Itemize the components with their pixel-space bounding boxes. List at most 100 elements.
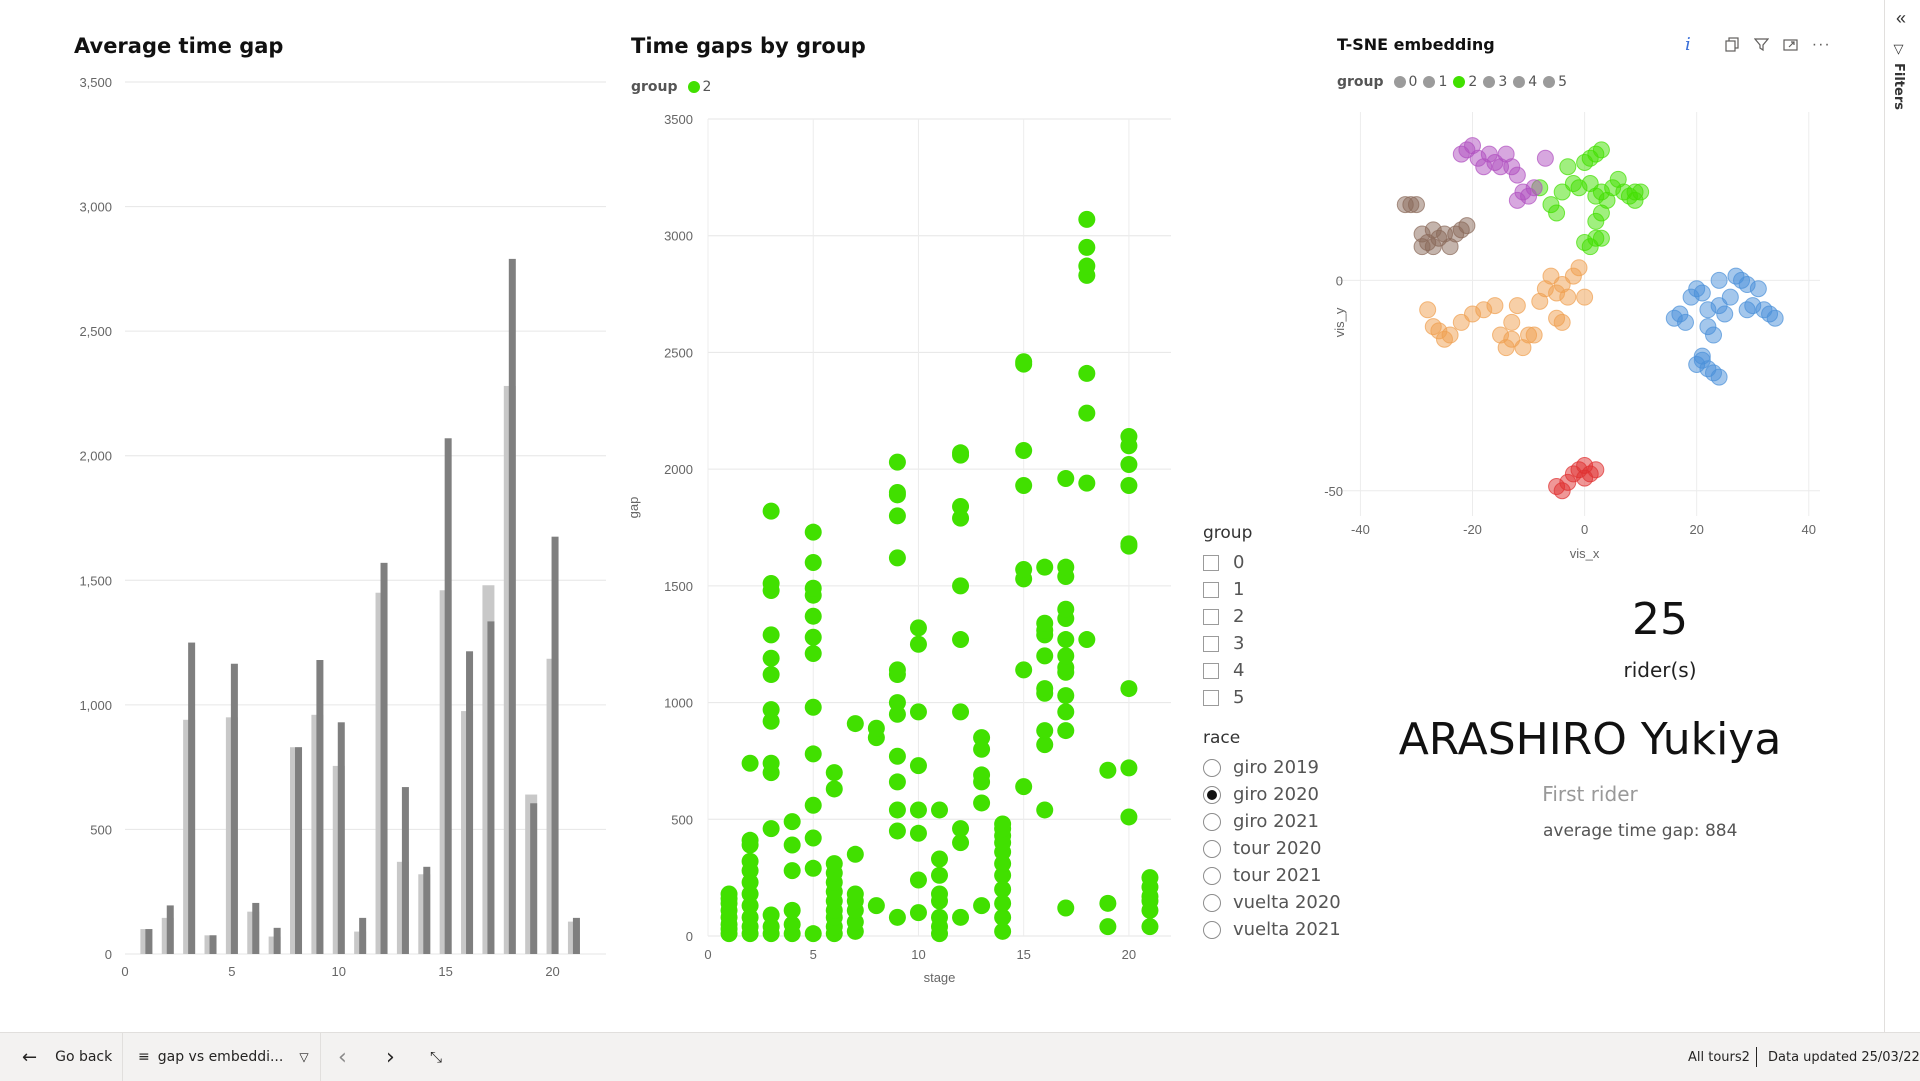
radio-button[interactable] xyxy=(1203,758,1221,777)
data-point xyxy=(783,836,801,854)
group-option-label: 5 xyxy=(1233,687,1245,708)
group-option[interactable]: 3 xyxy=(1203,630,1252,657)
funnel-icon: ▽ xyxy=(1891,42,1906,57)
x-tick-label: 0 xyxy=(121,964,128,979)
group-option[interactable]: 5 xyxy=(1203,684,1252,711)
legend-item-label: 0 xyxy=(1408,74,1418,90)
y-tick-label: 3000 xyxy=(664,229,693,244)
collapse-icon[interactable]: ⤡ xyxy=(430,1048,443,1066)
race-option-label: giro 2019 xyxy=(1233,757,1319,778)
bar-dark xyxy=(466,651,474,954)
filters-pane[interactable]: « ▽ Filters xyxy=(1884,0,1920,1032)
x-tick-label: 0 xyxy=(1581,522,1588,537)
data-point xyxy=(1120,427,1138,445)
scatter-legend-title: group xyxy=(631,79,678,95)
group-option[interactable]: 0 xyxy=(1203,549,1252,576)
first-rider-card: ARASHIRO Yukiya First rider xyxy=(1390,715,1790,806)
data-point-group-1 xyxy=(1503,330,1521,348)
y-tick-label: 0 xyxy=(686,929,693,944)
data-point xyxy=(804,628,822,646)
copy-icon[interactable] xyxy=(1725,37,1740,52)
data-point xyxy=(931,850,948,868)
radio-button[interactable] xyxy=(1203,866,1221,885)
race-option[interactable]: giro 2020 xyxy=(1203,781,1341,808)
collapse-chevron-icon[interactable]: « xyxy=(1896,8,1907,28)
focus-mode-icon[interactable] xyxy=(1783,37,1798,52)
scatter-legend[interactable]: group 2 xyxy=(631,79,711,95)
data-point xyxy=(909,757,927,775)
radio-button[interactable] xyxy=(1203,893,1221,912)
data-point xyxy=(888,661,906,679)
legend-dot-icon xyxy=(1513,76,1526,88)
y-tick-label: 1000 xyxy=(664,696,693,711)
data-point-group-0 xyxy=(1716,305,1734,323)
data-point xyxy=(1099,894,1117,912)
data-point xyxy=(888,507,906,525)
race-option[interactable]: tour 2020 xyxy=(1203,835,1341,862)
go-back-button[interactable]: ← Go back xyxy=(22,1033,112,1081)
race-option-label: tour 2021 xyxy=(1233,865,1322,886)
group-option[interactable]: 1 xyxy=(1203,576,1252,603)
filter-icon[interactable] xyxy=(1753,37,1769,52)
tsne-legend[interactable]: group 0 1 2 3 4 5 xyxy=(1337,74,1573,90)
checkbox[interactable] xyxy=(1203,662,1219,679)
y-tick-label: 2,500 xyxy=(79,324,112,339)
x-tick-label: -20 xyxy=(1463,522,1482,537)
tsne-embedding-chart[interactable]: -40 -20 0 20 40 -50 0 vis_x vis_y xyxy=(1320,96,1840,576)
data-point xyxy=(1015,561,1033,579)
time-gaps-scatter-chart[interactable]: 0 500 1000 1500 2000 2500 3000 3500 0 5 10 15 20 stag… xyxy=(620,100,1180,1000)
y-tick-label: 2,000 xyxy=(79,449,112,464)
more-options-icon[interactable]: ··· xyxy=(1811,35,1831,53)
average-time-gap-chart[interactable]: 0 500 1,000 1,500 2,000 2,500 3,000 3,500 0 5 10 15… xyxy=(60,70,620,990)
data-point xyxy=(741,754,759,772)
radio-button[interactable] xyxy=(1203,920,1221,939)
scatter-legend-item: 2 xyxy=(702,79,712,95)
page-selector[interactable]: ≡ gap vs embeddi... ▽ xyxy=(138,1033,309,1081)
radio-button[interactable] xyxy=(1203,839,1221,858)
x-tick-label: 10 xyxy=(911,947,925,962)
radio-button-selected[interactable] xyxy=(1203,785,1221,804)
data-point-group-0 xyxy=(1693,347,1711,365)
data-point xyxy=(846,845,864,863)
data-point xyxy=(783,813,801,831)
data-point-group-5 xyxy=(1458,217,1476,235)
checkbox[interactable] xyxy=(1203,608,1219,625)
x-tick-label: 10 xyxy=(332,964,346,979)
race-option[interactable]: tour 2021 xyxy=(1203,862,1341,889)
data-point-group-1 xyxy=(1576,288,1594,306)
data-point-group-2 xyxy=(1592,204,1610,222)
bar-dark xyxy=(401,787,409,954)
race-option[interactable]: giro 2021 xyxy=(1203,808,1341,835)
filters-label-group[interactable]: ▽ Filters xyxy=(1891,42,1906,110)
data-point-group-0 xyxy=(1665,309,1683,327)
legend-item-label: 3 xyxy=(1498,74,1508,90)
data-point xyxy=(741,831,759,849)
data-point xyxy=(994,855,1012,873)
next-page-button[interactable]: › xyxy=(386,1044,395,1070)
checkbox[interactable] xyxy=(1203,689,1219,706)
first-rider-detail: average time gap: 884 xyxy=(1543,821,1738,841)
previous-page-button[interactable]: ‹ xyxy=(338,1044,347,1070)
data-point-group-0 xyxy=(1705,326,1723,344)
race-option[interactable]: vuelta 2021 xyxy=(1203,916,1341,943)
data-point xyxy=(931,866,948,884)
data-point xyxy=(888,705,906,723)
data-point-group-1 xyxy=(1525,326,1543,344)
race-option[interactable]: giro 2019 xyxy=(1203,754,1341,781)
checkbox[interactable] xyxy=(1203,635,1219,652)
divider xyxy=(320,1033,321,1081)
radio-button[interactable] xyxy=(1203,812,1221,831)
data-point xyxy=(804,745,822,763)
bar-dark xyxy=(551,536,559,954)
data-point xyxy=(1099,761,1117,779)
checkbox[interactable] xyxy=(1203,581,1219,598)
legend-dot-icon xyxy=(1483,76,1496,88)
info-icon[interactable]: i xyxy=(1685,34,1691,55)
group-option[interactable]: 4 xyxy=(1203,657,1252,684)
y-tick-label: 3500 xyxy=(664,112,693,127)
group-option[interactable]: 2 xyxy=(1203,603,1252,630)
data-point-group-2 xyxy=(1592,229,1610,247)
race-option[interactable]: vuelta 2020 xyxy=(1203,889,1341,916)
y-tick-label: 1,500 xyxy=(79,573,112,588)
checkbox[interactable] xyxy=(1203,554,1219,571)
